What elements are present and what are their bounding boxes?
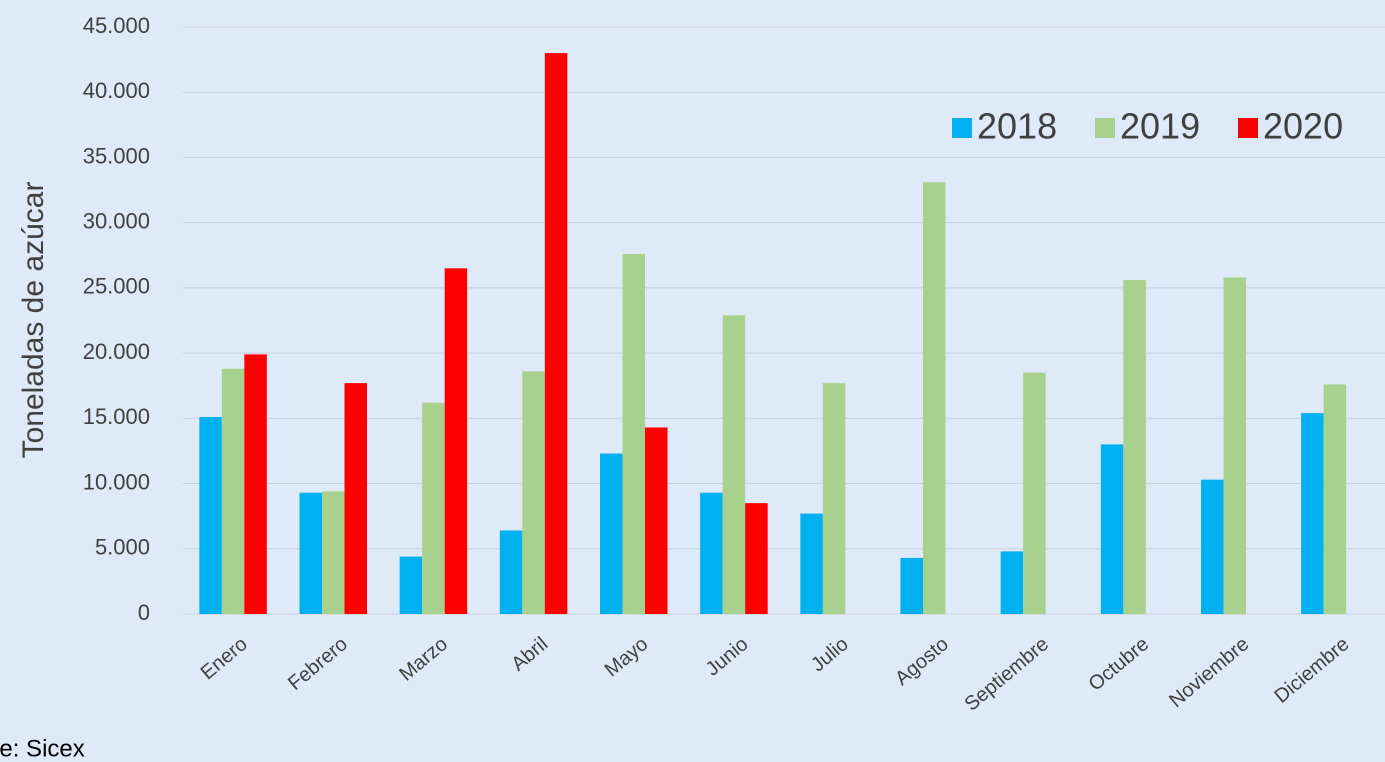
y-tick-label: 20.000 — [83, 339, 150, 364]
bar — [522, 371, 545, 614]
bar — [221, 368, 245, 614]
bar — [722, 315, 746, 614]
y-tick-label: 40.000 — [83, 78, 150, 103]
x-tick-label: Agosto — [891, 633, 953, 690]
bar — [1323, 384, 1347, 614]
bar — [600, 453, 623, 614]
bar — [244, 354, 267, 614]
legend-swatch — [1095, 118, 1115, 138]
x-tick-label: Diciembre — [1270, 633, 1353, 708]
y-tick-label: 0 — [138, 600, 150, 625]
bar — [1100, 444, 1124, 614]
x-tick-label: Julio — [807, 633, 853, 676]
bar — [622, 253, 645, 614]
legend-label: 2019 — [1120, 106, 1200, 147]
bar — [745, 503, 768, 614]
legend-label: 2018 — [977, 106, 1057, 147]
legend-swatch — [1238, 118, 1258, 138]
bar — [900, 557, 923, 614]
legend-label: 2020 — [1263, 106, 1343, 147]
y-tick-label: 10.000 — [83, 469, 150, 494]
bar — [444, 268, 468, 614]
bar — [1223, 277, 1246, 614]
y-tick-label: 30.000 — [83, 208, 150, 233]
bar — [1301, 413, 1324, 614]
bar — [1000, 551, 1024, 614]
source-note: Fuente: Sicex — [0, 735, 85, 762]
bar — [822, 383, 846, 614]
bar — [700, 492, 723, 614]
x-tick-label: Septiembre — [961, 633, 1053, 716]
y-tick-label: 15.000 — [83, 404, 150, 429]
y-tick-label: 35.000 — [83, 143, 150, 168]
x-tick-label: Noviembre — [1165, 633, 1253, 712]
y-tick-label: 25.000 — [83, 274, 150, 299]
bar — [499, 530, 523, 614]
bar — [299, 492, 322, 614]
y-tick-label: 5.000 — [95, 535, 150, 560]
x-tick-label: Octubre — [1085, 633, 1154, 696]
bar — [399, 556, 423, 614]
bar — [199, 417, 222, 614]
bar — [422, 402, 445, 614]
bar — [544, 53, 568, 615]
bar — [800, 513, 823, 614]
bar — [1023, 372, 1046, 614]
x-tick-label: Junio — [702, 633, 753, 681]
bar — [1123, 280, 1146, 614]
y-tick-label: 45.000 — [83, 13, 150, 38]
bar — [923, 182, 946, 614]
legend-swatch — [952, 118, 972, 138]
bar — [322, 491, 345, 614]
bar — [645, 427, 668, 614]
x-tick-label: Mayo — [601, 633, 653, 681]
x-tick-label: Marzo — [395, 633, 452, 686]
x-tick-label: Enero — [197, 633, 252, 684]
x-tick-label: Febrero — [284, 633, 352, 695]
x-tick-label: Abril — [507, 633, 552, 676]
bar — [1201, 479, 1224, 614]
bar — [344, 383, 367, 614]
y-axis-title: Toneladas de azúcar — [17, 182, 50, 459]
